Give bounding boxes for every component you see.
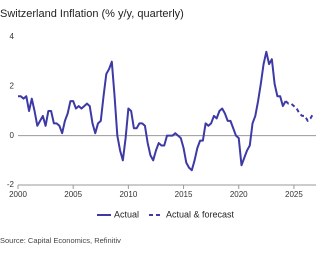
y-tick-label: 2 (10, 81, 15, 90)
legend-label: Actual & forecast (166, 209, 235, 219)
x-tick-label: 2025 (285, 190, 303, 199)
series-line (18, 50, 287, 172)
y-tick-label: -2 (7, 180, 15, 189)
y-tick-label: 0 (10, 131, 15, 140)
y-tick-label: 4 (10, 32, 15, 41)
x-tick-label: 2000 (9, 190, 27, 199)
x-tick-label: 2010 (119, 190, 137, 199)
legend-label: Actual (114, 209, 139, 219)
chart-title: Switzerland Inflation (% y/y, quarterly) (0, 8, 184, 20)
x-tick-label: 2005 (64, 190, 82, 199)
x-tick-label: 2020 (230, 190, 248, 199)
x-tick-label: 2015 (175, 190, 193, 199)
series-line (284, 100, 315, 122)
source: Source: Capital Economics, Refinitiv (0, 236, 121, 245)
